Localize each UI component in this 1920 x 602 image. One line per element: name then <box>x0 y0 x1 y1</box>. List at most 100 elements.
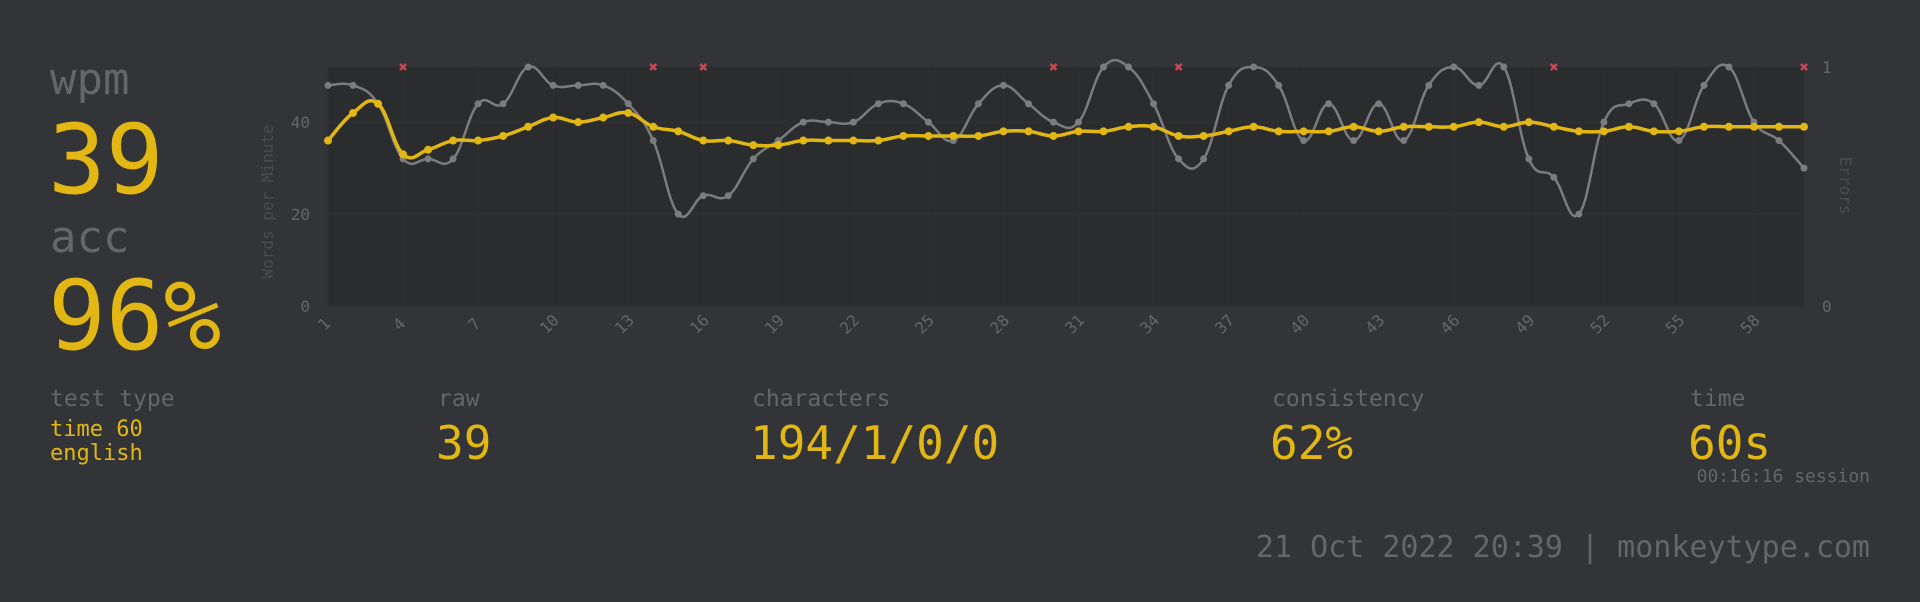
wpm-data-point <box>424 145 433 154</box>
x-tick-label: 16 <box>686 311 713 338</box>
test-type-language: english <box>50 441 143 466</box>
x-tick-label: 49 <box>1511 311 1538 338</box>
raw-value: 39 <box>436 416 492 470</box>
wpm-data-point <box>774 141 783 150</box>
wpm-data-point <box>1249 122 1258 131</box>
y-axis-title: Words per Minute <box>258 124 277 278</box>
raw-data-point <box>1200 155 1208 163</box>
error-marker <box>649 63 658 71</box>
error-marker <box>399 63 407 71</box>
raw-data-point <box>724 192 732 200</box>
wpm-data-point <box>1199 131 1208 140</box>
wpm-data-point <box>374 99 383 108</box>
raw-data-point <box>1075 118 1083 126</box>
raw-data-point <box>324 81 332 89</box>
raw-data-point <box>649 137 657 145</box>
wpm-data-point <box>874 136 883 145</box>
raw-data-point <box>1300 137 1308 145</box>
raw-data-point <box>624 100 632 108</box>
raw-data-point <box>674 210 682 218</box>
raw-data-point <box>1600 118 1608 126</box>
x-tick-label: 34 <box>1136 311 1163 338</box>
wpm-data-point <box>474 136 483 145</box>
raw-data-point <box>524 63 532 71</box>
accuracy-label: acc <box>50 212 130 263</box>
wpm-data-point <box>824 136 833 145</box>
wpm-data-point <box>949 131 958 140</box>
plot-area <box>328 67 1804 306</box>
wpm-data-point <box>1024 127 1033 136</box>
raw-data-point <box>1375 100 1383 108</box>
error-marker <box>1549 63 1558 71</box>
consistency-label: consistency <box>1272 386 1425 412</box>
wpm-data-point <box>849 136 858 145</box>
time-value: 60s <box>1688 416 1772 470</box>
wpm-data-point <box>999 127 1008 136</box>
y-tick-label: 40 <box>291 113 310 132</box>
x-tick-label: 1 <box>314 314 334 334</box>
raw-data-point <box>1049 118 1057 126</box>
raw-data-point <box>874 100 882 108</box>
raw-label: raw <box>438 386 480 412</box>
error-marker <box>1174 63 1183 71</box>
x-tick-label: 55 <box>1661 311 1688 338</box>
raw-data-point <box>1425 81 1433 89</box>
wpm-data-point <box>449 136 458 145</box>
raw-data-point <box>349 81 357 89</box>
wpm-data-point <box>1449 122 1458 131</box>
wpm-data-point <box>974 131 983 140</box>
wpm-data-point <box>349 108 358 117</box>
wpm-data-point <box>749 141 758 150</box>
wpm-data-point <box>324 136 332 145</box>
x-tick-label: 58 <box>1737 311 1764 338</box>
raw-data-point <box>999 81 1007 89</box>
error-marker <box>1049 63 1058 71</box>
wpm-data-point <box>1524 118 1533 127</box>
wpm-data-point <box>1624 122 1633 131</box>
wpm-data-point <box>549 113 558 122</box>
x-tick-label: 7 <box>464 314 484 334</box>
wpm-data-point <box>1499 122 1508 131</box>
raw-data-point <box>1575 210 1583 218</box>
y-tick-label: 0 <box>300 297 310 316</box>
wpm-data-point <box>799 136 808 145</box>
wpm-data-point <box>1649 127 1658 136</box>
wpm-data-point <box>1399 122 1408 131</box>
raw-data-point <box>1400 137 1408 145</box>
x-tick-label: 4 <box>389 314 409 334</box>
x-tick-label: 19 <box>761 311 788 338</box>
wpm-data-point <box>1099 127 1108 136</box>
wpm-data-point <box>1049 131 1058 140</box>
raw-data-point <box>1475 81 1483 89</box>
y2-axis-title: Errors <box>1836 157 1855 215</box>
consistency-value: 62% <box>1270 416 1354 470</box>
wpm-data-point <box>1774 122 1783 131</box>
session-time: 00:16:16 session <box>1696 466 1870 487</box>
y2-tick-label: 0 <box>1822 297 1832 316</box>
wpm-data-point <box>1349 122 1358 131</box>
wpm-data-point <box>1174 131 1183 140</box>
raw-data-point <box>1175 155 1183 163</box>
wpm-data-point <box>399 150 408 159</box>
raw-data-point <box>549 81 557 89</box>
raw-data-point <box>924 118 932 126</box>
raw-data-point <box>1700 81 1708 89</box>
wpm-label: wpm <box>50 54 130 105</box>
wpm-data-point <box>1274 127 1283 136</box>
wpm-data-point <box>1124 122 1133 131</box>
x-tick-label: 40 <box>1286 311 1313 338</box>
raw-data-point <box>1550 173 1558 181</box>
wpm-data-point <box>1699 122 1708 131</box>
raw-data-point <box>449 155 457 163</box>
raw-data-point <box>1500 63 1508 71</box>
raw-data-point <box>1024 100 1032 108</box>
x-tick-label: 43 <box>1361 311 1388 338</box>
characters-value: 194/1/0/0 <box>750 416 1000 470</box>
raw-data-point <box>1275 81 1283 89</box>
raw-data-point <box>849 118 857 126</box>
raw-data-point <box>1250 63 1258 71</box>
wpm-data-point <box>699 136 708 145</box>
raw-data-point <box>1725 63 1733 71</box>
raw-data-point <box>1125 63 1133 71</box>
wpm-data-point <box>599 113 608 122</box>
